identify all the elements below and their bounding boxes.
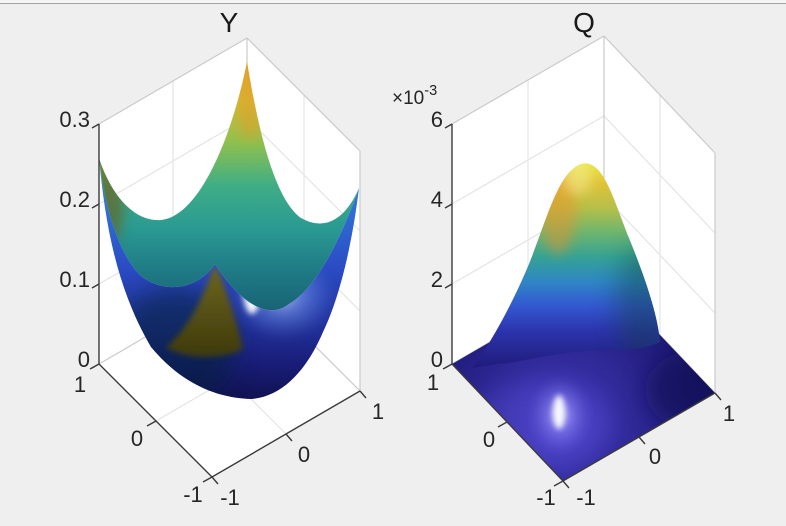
z-tick-label: 0.3 bbox=[59, 107, 90, 132]
dome-right-dark-shading bbox=[615, 247, 660, 363]
surface-bowl-back bbox=[99, 62, 359, 311]
z-scale-exponent: -3 bbox=[424, 83, 437, 99]
x-tick-label: 1 bbox=[723, 401, 735, 426]
base-right-corner-shade bbox=[645, 350, 715, 430]
z-tick-label: 0 bbox=[78, 347, 90, 372]
y-tick-label: 0 bbox=[131, 426, 143, 451]
bowl-front-spike bbox=[166, 264, 243, 358]
base-specular-highlight bbox=[553, 395, 565, 429]
y-tick-label: -1 bbox=[183, 482, 203, 507]
z-tick-label: 0.2 bbox=[59, 187, 90, 212]
tick-marks bbox=[442, 123, 722, 489]
z-tick-label: 0.1 bbox=[59, 267, 90, 292]
tick-marks bbox=[89, 123, 367, 485]
y-tick-label: 1 bbox=[427, 370, 439, 395]
x-tick-label: 1 bbox=[372, 399, 384, 424]
y-tick-label: 1 bbox=[74, 372, 86, 397]
x-tick-label: 0 bbox=[649, 444, 661, 469]
plot-q: ×10-3 0 2 4 6 1 0 -1 -1 0 1 Q bbox=[392, 7, 735, 510]
z-tick-label: 2 bbox=[431, 267, 443, 292]
y-tick-label: 0 bbox=[483, 427, 495, 452]
x-tick-label: -1 bbox=[220, 485, 240, 510]
z-tick-label: 0 bbox=[431, 347, 443, 372]
plot-title: Y bbox=[220, 7, 239, 38]
x-tick-label: 0 bbox=[298, 442, 310, 467]
plot-title: Q bbox=[573, 7, 595, 38]
z-scale-label: ×10-3 bbox=[392, 83, 437, 109]
window-top-border bbox=[0, 0, 786, 4]
z-tick-label: 6 bbox=[431, 107, 443, 132]
x-tick-label: -1 bbox=[576, 485, 596, 510]
plot-y: 0 0.1 0.2 0.3 1 0 -1 -1 0 1 Y bbox=[59, 7, 384, 510]
box-edges bbox=[451, 35, 716, 394]
z-tick-label: 4 bbox=[431, 187, 443, 212]
surface-gaussian-dome bbox=[472, 163, 660, 368]
y-tick-label: -1 bbox=[536, 485, 556, 510]
